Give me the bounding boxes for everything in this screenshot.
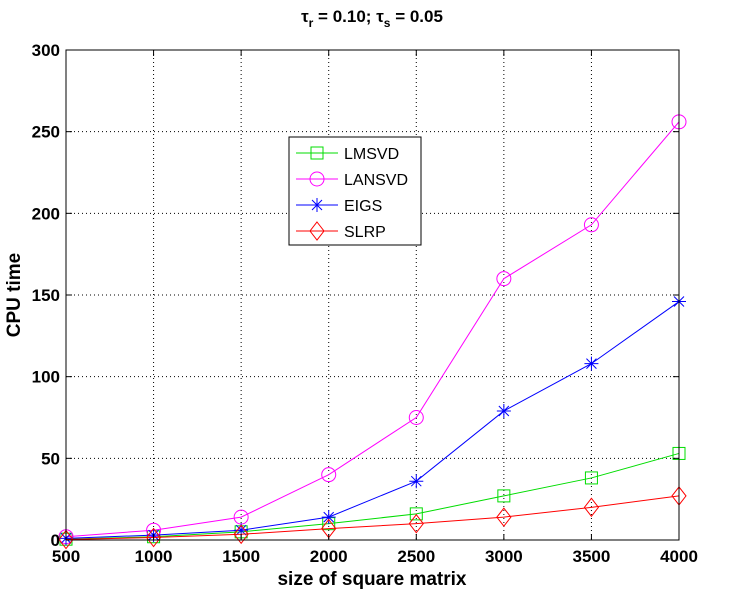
grid xyxy=(66,50,679,540)
x-tick-label: 500 xyxy=(52,547,80,566)
marker-circle xyxy=(408,410,424,425)
y-tick-label: 150 xyxy=(32,286,60,305)
chart-title: τr = 0.10; τs = 0.05 xyxy=(301,7,443,30)
legend: LMSVD LANSVD EIGS SLRP xyxy=(288,136,422,246)
marker-square xyxy=(409,507,423,521)
legend-item: EIGS xyxy=(296,198,382,215)
marker-circle xyxy=(583,217,599,233)
marker-diamond xyxy=(408,513,424,534)
marker-square xyxy=(584,471,598,485)
marker-star xyxy=(584,356,599,371)
y-tick-label: 200 xyxy=(32,204,60,223)
y-tick-label: 100 xyxy=(32,368,60,387)
series-line xyxy=(65,301,680,539)
marker-circle xyxy=(309,171,325,187)
legend-label: LMSVD xyxy=(344,146,399,163)
marker-square xyxy=(497,489,511,503)
plot-frame xyxy=(65,49,680,541)
series-line xyxy=(65,121,680,538)
legend-item: LMSVD xyxy=(296,146,399,163)
series-slrp xyxy=(58,486,687,550)
marker-circle xyxy=(321,467,337,483)
legend-label: SLRP xyxy=(344,224,386,241)
y-tick-label: 50 xyxy=(41,449,60,468)
x-tick-label: 2000 xyxy=(310,547,348,566)
legend-item: LANSVD xyxy=(296,171,408,189)
marker-diamond xyxy=(496,507,512,527)
marker-diamond xyxy=(233,524,249,545)
y-tick-label: 0 xyxy=(51,531,60,550)
marker-diamond xyxy=(58,529,74,550)
marker-square xyxy=(310,146,324,160)
series-line xyxy=(65,452,680,540)
x-tick-label: 3000 xyxy=(485,547,523,566)
legend-label: LANSVD xyxy=(344,172,408,189)
marker-diamond xyxy=(309,221,325,241)
marker-star xyxy=(321,510,336,525)
marker-circle xyxy=(496,271,512,287)
y-tick-label: 250 xyxy=(32,123,60,142)
y-tick-label: 300 xyxy=(32,41,60,60)
legend-label: EIGS xyxy=(344,198,382,215)
x-tick-label: 1000 xyxy=(135,547,173,566)
marker-diamond xyxy=(583,497,600,518)
y-axis-label: CPU time xyxy=(4,253,25,337)
series-lmsvd xyxy=(59,446,686,546)
marker-star xyxy=(234,523,249,538)
marker-star xyxy=(310,198,324,212)
x-axis-label: size of square matrix xyxy=(277,569,466,590)
x-tick-label: 4000 xyxy=(660,547,698,566)
legend-item: SLRP xyxy=(296,221,386,241)
series-line xyxy=(65,495,680,541)
marker-diamond xyxy=(145,527,162,548)
marker-star xyxy=(409,474,424,489)
x-tick-label: 3500 xyxy=(573,547,611,566)
marker-star xyxy=(496,403,511,418)
x-tick-label: 2500 xyxy=(397,547,435,566)
x-tick-label: 1500 xyxy=(222,547,260,566)
